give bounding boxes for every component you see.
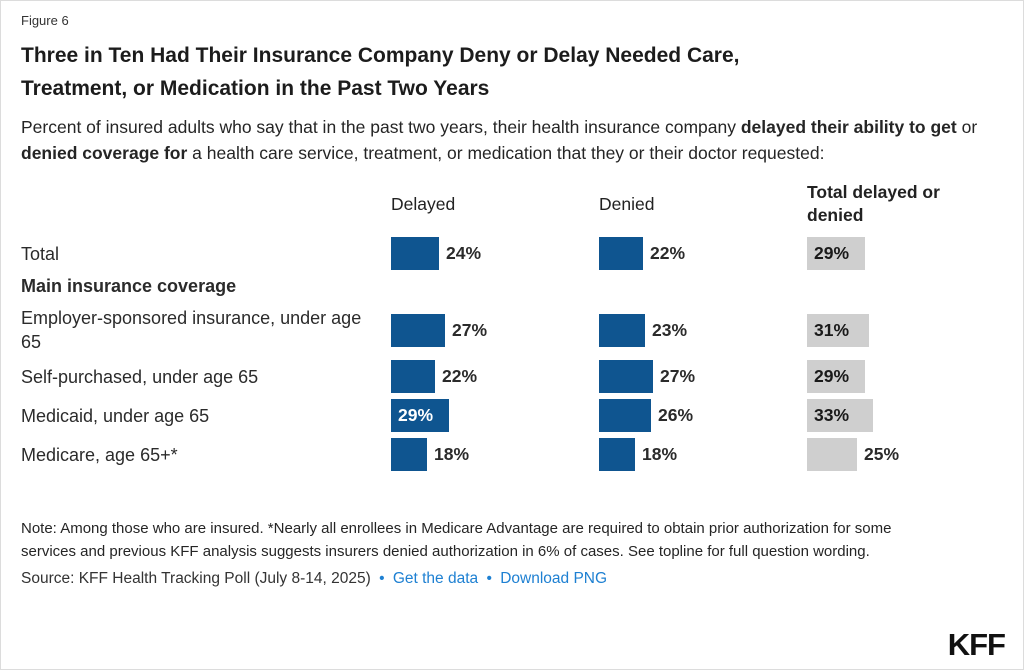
table-row: Medicare, age 65+* 18% 18% 25%	[1, 438, 1023, 471]
bar-cell: 29%	[807, 237, 1015, 270]
row-label: Self-purchased, under age 65	[21, 366, 259, 387]
row-label: Medicare, age 65+*	[21, 444, 178, 465]
bar-cell: 22%	[391, 360, 599, 393]
bar-cell: 27%	[391, 313, 599, 347]
subtitle-bold-text: delayed their ability to get	[740, 117, 957, 137]
bar-cell: 24%	[391, 237, 599, 270]
bar-cell: 26%	[599, 399, 807, 432]
column-header-row: Delayed Denied Total delayed or denied	[1, 180, 1023, 228]
bar-total-delayed-or-denied: 29%	[807, 237, 865, 270]
value-label: 18%	[434, 444, 470, 464]
bar-cell: 18%	[599, 438, 807, 471]
subtitle-text: a health care service, treatment, or med…	[187, 143, 825, 163]
section-header: Main insurance coverage	[21, 276, 237, 296]
value-label: 24%	[446, 243, 482, 263]
bar-delayed: 29%	[391, 399, 449, 432]
bar-total-delayed-or-denied: 33%	[807, 399, 873, 432]
source-text: Source: KFF Health Tracking Poll (July 8…	[21, 570, 371, 587]
value-label: 22%	[650, 243, 686, 263]
page-title: Three in Ten Had Their Insurance Company…	[21, 39, 1003, 105]
value-label: 26%	[658, 405, 694, 425]
bar-cell: 29%	[391, 399, 599, 432]
bar-chart: Delayed Denied Total delayed or denied Tot…	[1, 180, 1023, 471]
row-label: Total	[21, 243, 60, 264]
bar-total-delayed-or-denied: 29%	[807, 360, 865, 393]
value-label: 27%	[660, 366, 696, 386]
value-label: 29%	[814, 366, 850, 386]
table-row: Medicaid, under age 65 29% 26% 33%	[1, 399, 1023, 432]
row-label: Medicaid, under age 65	[21, 405, 210, 426]
bar-cell: 22%	[599, 237, 807, 270]
figure-label: Figure 6	[21, 13, 69, 28]
bar-cell: 25%	[807, 438, 1015, 471]
value-label: 23%	[652, 319, 688, 340]
value-label: 27%	[452, 319, 488, 340]
bar-denied	[599, 313, 645, 347]
source-line: Source: KFF Health Tracking Poll (July 8…	[21, 570, 1003, 588]
bar-cell: 23%	[599, 313, 807, 347]
bar-total-delayed-or-denied: 31%	[807, 313, 869, 347]
kff-logo: KFF	[947, 627, 1006, 662]
footnote: Note: Among those who are insured. *Near…	[21, 520, 892, 560]
bar-delayed	[391, 438, 427, 471]
row-label: Employer-sponsored insurance, under age …	[21, 308, 362, 352]
bullet-separator: •	[486, 570, 492, 587]
bar-denied	[599, 237, 643, 270]
bar-delayed	[391, 360, 435, 393]
table-row: Employer-sponsored insurance, under age …	[1, 306, 1023, 354]
download-png-link[interactable]: Download PNG	[500, 570, 608, 587]
table-row: Self-purchased, under age 65 22% 27% 29%	[1, 360, 1023, 393]
bar-cell: 27%	[599, 360, 807, 393]
value-label: 25%	[864, 444, 900, 464]
bar-total-delayed-or-denied	[807, 438, 857, 471]
subtitle-text: or	[956, 117, 978, 137]
bar-cell: 18%	[391, 438, 599, 471]
value-label: 29%	[814, 243, 850, 263]
chart-rows: Total 24% 22% 29% Main insurance coverage Emp…	[1, 237, 1023, 471]
bar-denied	[599, 399, 651, 432]
subtitle-bold-text: denied coverage for	[21, 143, 188, 163]
subtitle-text: Percent of insured adults who say that i…	[21, 117, 741, 137]
bar-cell: 31%	[807, 313, 1015, 347]
value-label: 33%	[814, 405, 850, 425]
bar-delayed	[391, 237, 439, 270]
bar-delayed	[391, 313, 445, 347]
value-label: 31%	[814, 319, 850, 340]
bar-denied	[599, 360, 653, 393]
bar-cell: 33%	[807, 399, 1015, 432]
column-header-denied: Denied	[599, 193, 655, 214]
bar-cell: 29%	[807, 360, 1015, 393]
title-line-2: Treatment, or Medication in the Past Two…	[21, 77, 490, 100]
bar-denied	[599, 438, 635, 471]
value-label: 18%	[642, 444, 678, 464]
column-header-delayed: Delayed	[391, 193, 456, 214]
value-label: 29%	[398, 405, 434, 425]
get-the-data-link[interactable]: Get the data	[392, 570, 479, 587]
bullet-separator: •	[379, 570, 385, 587]
title-line-1: Three in Ten Had Their Insurance Company…	[21, 44, 740, 67]
table-row: Total 24% 22% 29%	[1, 237, 1023, 270]
value-label: 22%	[442, 366, 478, 386]
chart-subtitle: Percent of insured adults who say that i…	[21, 114, 997, 166]
column-header-total-delayed-or-denied: Total delayed or denied	[807, 182, 940, 225]
